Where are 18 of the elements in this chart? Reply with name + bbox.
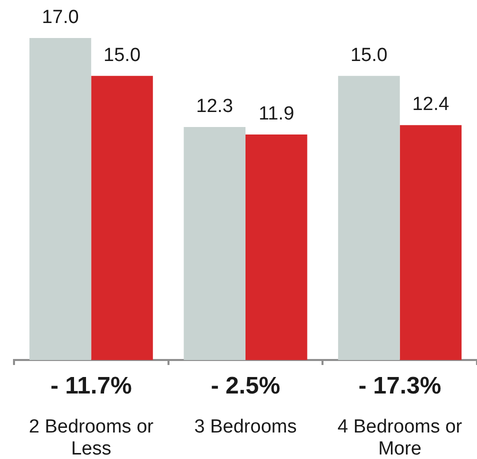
- data-label: 15.0: [104, 44, 141, 66]
- text: - 2.5%: [210, 372, 280, 400]
- text: - 11.7%: [50, 372, 132, 400]
- x-tick-label: 2 Bedrooms or Less: [28, 416, 154, 459]
- text: - 17.3%: [358, 372, 442, 400]
- data-label: 11.9: [258, 104, 294, 125]
- bar: [184, 126, 246, 360]
- bar: [338, 76, 400, 360]
- bar: [91, 76, 153, 360]
- x-tick-label: 3 Bedrooms: [194, 416, 297, 438]
- bar: [400, 125, 462, 360]
- x-tick-label: 4 Bedrooms or More: [338, 416, 463, 459]
- data-label: 12.4: [412, 94, 450, 116]
- data-label: 12.3: [196, 96, 234, 117]
- bar: [29, 38, 92, 360]
- data-label: 17.0: [42, 6, 79, 28]
- data-label: 15.0: [350, 44, 388, 66]
- bar: [246, 134, 308, 360]
